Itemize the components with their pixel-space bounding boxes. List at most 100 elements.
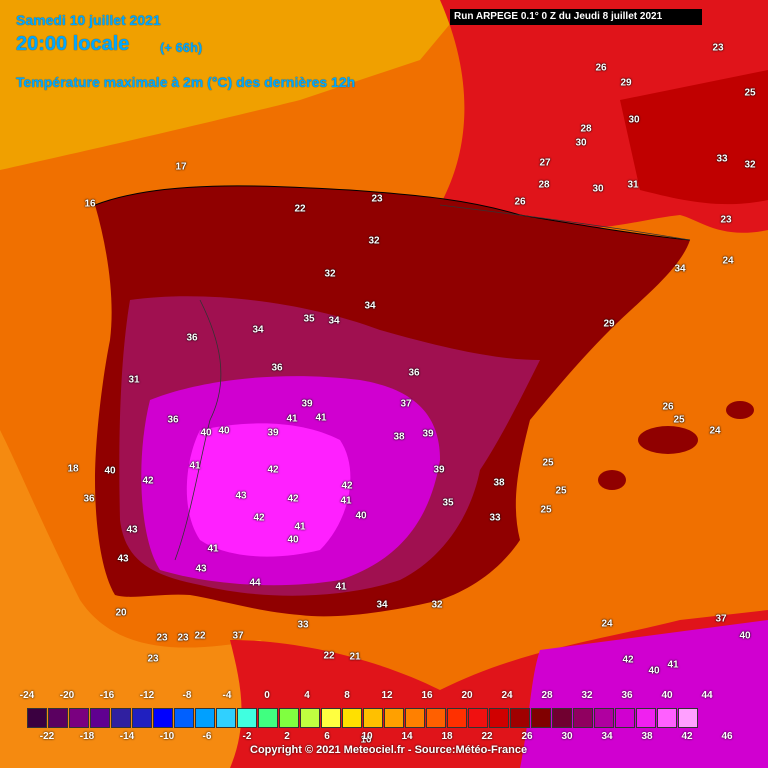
temperature-value: 29 <box>603 318 615 330</box>
temperature-value: 16 <box>84 198 96 210</box>
temperature-value: 28 <box>580 123 592 135</box>
temperature-value: 32 <box>324 268 336 280</box>
temperature-value: 30 <box>575 137 587 149</box>
legend-tick-top: -24 <box>19 690 35 701</box>
legend-tick-top: 44 <box>701 690 713 701</box>
legend-tick-bottom: 46 <box>721 731 733 742</box>
legend-swatch <box>321 708 341 728</box>
temperature-value: 39 <box>422 428 434 440</box>
temperature-value: 25 <box>673 414 685 426</box>
temperature-value: 37 <box>400 398 412 410</box>
temperature-value: 34 <box>364 300 376 312</box>
temperature-value: 40 <box>218 425 230 437</box>
temperature-value: 21 <box>349 651 361 663</box>
temperature-value: 42 <box>287 493 299 505</box>
temperature-value: 30 <box>592 183 604 195</box>
legend-swatch <box>216 708 236 728</box>
legend-tick-top: 20 <box>461 690 473 701</box>
temperature-value: 22 <box>194 630 206 642</box>
temperature-value: 40 <box>739 630 751 642</box>
legend-tick-bottom: 34 <box>601 731 613 742</box>
temperature-value: 26 <box>595 62 607 74</box>
temperature-value: 24 <box>722 255 734 267</box>
legend-swatch <box>27 708 47 728</box>
temperature-value: 34 <box>674 263 686 275</box>
legend-tick-bottom: -18 <box>79 731 95 742</box>
temperature-value: 20 <box>115 607 127 619</box>
legend-swatch <box>384 708 404 728</box>
legend-swatch <box>90 708 110 728</box>
temperature-value: 36 <box>167 414 179 426</box>
legend-tick-top: 32 <box>581 690 593 701</box>
temperature-value: 25 <box>744 87 756 99</box>
forecast-offset: (+ 66h) <box>160 40 203 55</box>
legend-tick-top: 0 <box>264 690 270 701</box>
legend-swatch <box>342 708 362 728</box>
peak-heat-zone <box>186 423 351 557</box>
legend-swatch <box>132 708 152 728</box>
legend-swatch <box>594 708 614 728</box>
legend-swatch <box>657 708 677 728</box>
temperature-value: 34 <box>328 315 340 327</box>
temperature-value: 27 <box>539 157 551 169</box>
temperature-value: 40 <box>648 665 660 677</box>
temperature-value: 30 <box>628 114 640 126</box>
forecast-local-time: 20:00 locale <box>16 33 130 55</box>
legend-tick-top: 8 <box>344 690 350 701</box>
legend-tick-bottom: 42 <box>681 731 693 742</box>
temperature-value: 25 <box>555 485 567 497</box>
temperature-value: 42 <box>253 512 265 524</box>
temperature-value: 40 <box>355 510 367 522</box>
legend-swatch <box>69 708 89 728</box>
temperature-value: 41 <box>667 659 679 671</box>
legend-tick-top: -20 <box>59 690 75 701</box>
temperature-value: 40 <box>287 534 299 546</box>
temperature-value: 23 <box>177 632 189 644</box>
temperature-value: 36 <box>408 367 420 379</box>
legend-tick-top: -16 <box>99 690 115 701</box>
temperature-value: 10 <box>360 734 372 746</box>
temperature-value: 26 <box>514 196 526 208</box>
temperature-value: 35 <box>442 497 454 509</box>
legend-tick-bottom: 10 <box>361 731 373 742</box>
legend-swatch <box>447 708 467 728</box>
temperature-value: 39 <box>267 427 279 439</box>
temperature-value: 41 <box>286 413 298 425</box>
temperature-value: 43 <box>126 524 138 536</box>
temperature-value: 29 <box>620 77 632 89</box>
temperature-value: 41 <box>207 543 219 555</box>
legend-swatch <box>237 708 257 728</box>
temperature-value: 43 <box>117 553 129 565</box>
legend-swatch <box>258 708 278 728</box>
menorca-island <box>726 401 754 419</box>
temperature-value: 25 <box>540 504 552 516</box>
legend-tick-bottom: 38 <box>641 731 653 742</box>
legend-tick-bottom: 14 <box>401 731 413 742</box>
legend-tick-bottom: 30 <box>561 731 573 742</box>
legend-tick-bottom: -6 <box>202 731 212 742</box>
temperature-value: 41 <box>335 581 347 593</box>
temperature-value: 37 <box>715 613 727 625</box>
legend-tick-top: 4 <box>304 690 310 701</box>
southern-sea-area <box>0 430 450 768</box>
temperature-value: 43 <box>235 490 247 502</box>
legend-swatch <box>510 708 530 728</box>
france-hot-zone <box>620 70 768 205</box>
copyright-notice: Copyright © 2021 Meteociel.fr - Source:M… <box>250 744 528 756</box>
pyrenees-border <box>439 204 691 241</box>
legend-tick-bottom: -14 <box>119 731 135 742</box>
portugal-border <box>174 299 222 561</box>
forecast-date: Samedi 10 juillet 2021 <box>16 12 161 28</box>
legend-tick-bottom: 22 <box>481 731 493 742</box>
legend-swatch <box>531 708 551 728</box>
temperature-value: 25 <box>542 457 554 469</box>
legend-tick-top: -12 <box>139 690 155 701</box>
temperature-value: 23 <box>712 42 724 54</box>
legend-tick-bottom: -22 <box>39 731 55 742</box>
temperature-value: 39 <box>433 464 445 476</box>
legend-swatch <box>111 708 131 728</box>
temperature-value: 33 <box>489 512 501 524</box>
temperature-value: 41 <box>189 460 201 472</box>
legend-tick-bottom: -10 <box>159 731 175 742</box>
